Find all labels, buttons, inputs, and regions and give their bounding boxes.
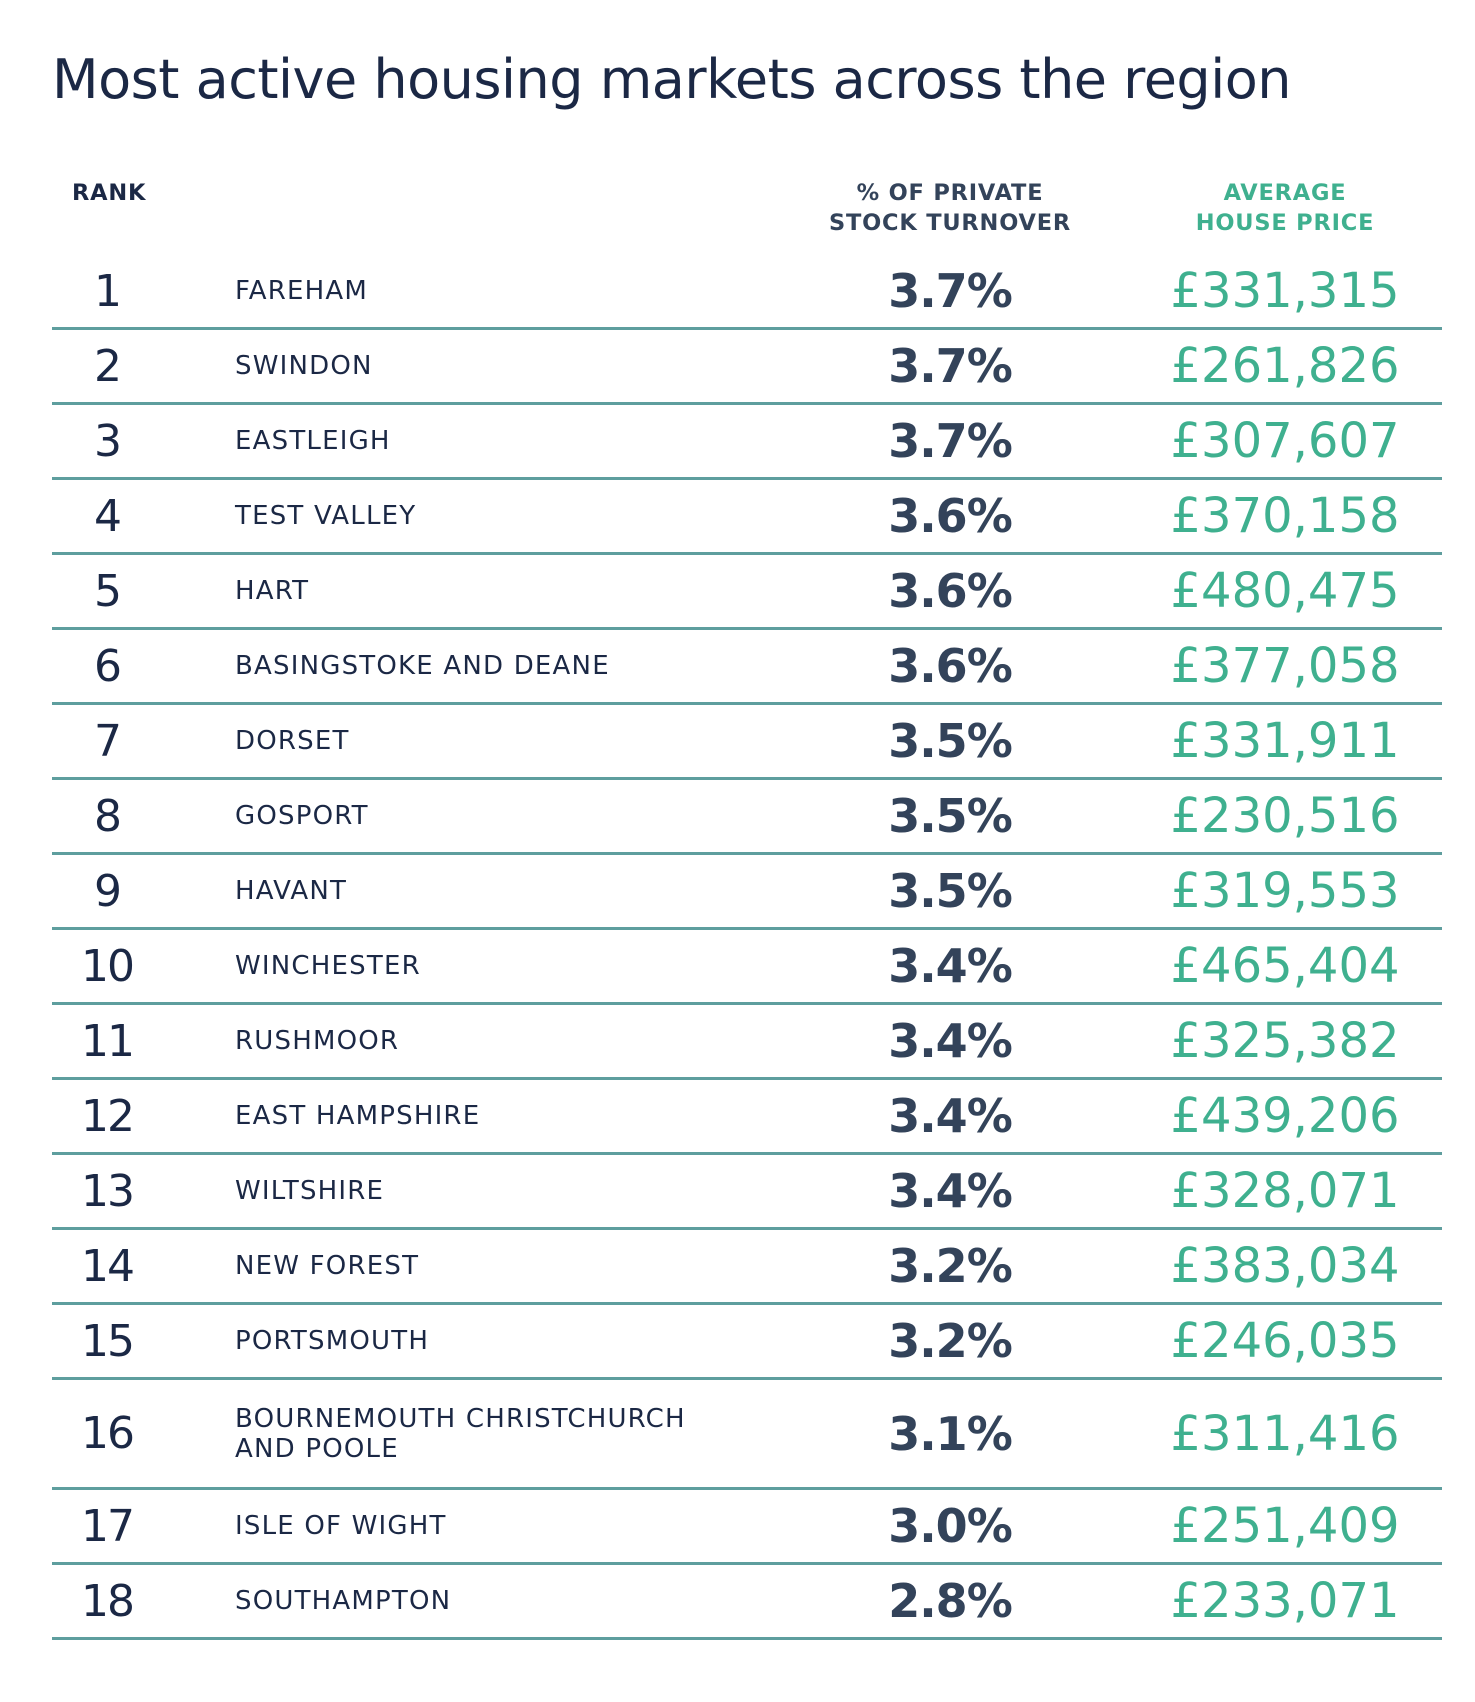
table-row: 16 BOURNEMOUTH CHRISTCHURCH AND POOLE 3.1%… [52,1380,1442,1490]
area-name-cell: FAREHAM [235,276,369,306]
turnover-cell: 3.7% [888,339,1013,393]
average-price-cell: £331,315 [1170,263,1400,319]
average-price-cell: £230,516 [1170,788,1400,844]
average-price-cell: £251,409 [1170,1498,1400,1554]
rankings-table: 1 FAREHAM 3.7% £331,315 2 SWINDON 3.7% £261,826… [52,255,1442,1640]
turnover-cell: 3.4% [888,939,1013,993]
rank-cell: 13 [81,1165,135,1217]
turnover-cell: 3.5% [888,864,1013,918]
area-name-cell: GOSPORT [235,801,369,831]
rank-cell: 10 [81,940,135,992]
average-price-cell: £246,035 [1170,1313,1400,1369]
rank-cell: 2 [94,340,122,392]
table-row: 11 RUSHMOOR 3.4% £325,382 [52,1005,1442,1080]
table-row: 14 NEW FOREST 3.2% £383,034 [52,1230,1442,1305]
table-row: 10 WINCHESTER 3.4% £465,404 [52,930,1442,1005]
area-name-cell: HAVANT [235,876,348,906]
area-name-cell: WILTSHIRE [235,1176,385,1206]
table-row: 4 TEST VALLEY 3.6% £370,158 [52,480,1442,555]
column-header-rank: RANK [72,180,147,206]
area-name-cell: HART [235,576,310,606]
column-header-price: AVERAGE HOUSE PRICE [1195,180,1375,236]
average-price-cell: £233,071 [1170,1573,1400,1629]
rank-cell: 7 [94,715,122,767]
average-price-cell: £370,158 [1170,488,1400,544]
average-price-cell: £331,911 [1170,713,1400,769]
rank-cell: 15 [81,1315,135,1367]
column-header-turnover: % OF PRIVATE STOCK TURNOVER [828,180,1072,236]
turnover-cell: 3.0% [888,1499,1013,1553]
table-row: 15 PORTSMOUTH 3.2% £246,035 [52,1305,1442,1380]
table-row: 3 EASTLEIGH 3.7% £307,607 [52,405,1442,480]
turnover-cell: 3.7% [888,264,1013,318]
area-name-cell: DORSET [235,726,350,756]
average-price-cell: £383,034 [1170,1238,1400,1294]
turnover-cell: 3.1% [888,1406,1013,1461]
area-name-cell: PORTSMOUTH [235,1326,430,1356]
rank-cell: 17 [81,1500,135,1552]
page-title: Most active housing markets across the r… [52,48,1291,111]
area-name-cell: NEW FOREST [235,1251,420,1281]
area-name-cell: RUSHMOOR [235,1026,400,1056]
table-row: 7 DORSET 3.5% £331,911 [52,705,1442,780]
rank-cell: 5 [94,565,122,617]
table-row: 17 ISLE OF WIGHT 3.0% £251,409 [52,1490,1442,1565]
turnover-cell: 3.5% [888,714,1013,768]
area-name-cell: BOURNEMOUTH CHRISTCHURCH AND POOLE [235,1403,686,1464]
rank-cell: 14 [81,1240,135,1292]
table-row: 13 WILTSHIRE 3.4% £328,071 [52,1155,1442,1230]
area-name-cell: SWINDON [235,351,373,381]
table-row: 2 SWINDON 3.7% £261,826 [52,330,1442,405]
area-name-cell: BASINGSTOKE AND DEANE [235,651,610,681]
rank-cell: 18 [81,1575,135,1627]
average-price-cell: £325,382 [1170,1013,1400,1069]
rank-cell: 1 [94,265,122,317]
turnover-cell: 2.8% [888,1574,1013,1628]
area-name-cell: WINCHESTER [235,951,421,981]
table-row: 9 HAVANT 3.5% £319,553 [52,855,1442,930]
average-price-cell: £439,206 [1170,1088,1400,1144]
table-row: 18 SOUTHAMPTON 2.8% £233,071 [52,1565,1442,1640]
area-name-cell: SOUTHAMPTON [235,1586,452,1616]
rank-cell: 12 [81,1090,135,1142]
turnover-cell: 3.2% [888,1314,1013,1368]
turnover-cell: 3.5% [888,789,1013,843]
table-row: 6 BASINGSTOKE AND DEANE 3.6% £377,058 [52,630,1442,705]
table-row: 8 GOSPORT 3.5% £230,516 [52,780,1442,855]
area-name-cell: EASTLEIGH [235,426,391,456]
rank-cell: 4 [94,490,122,542]
average-price-cell: £480,475 [1170,563,1400,619]
turnover-cell: 3.4% [888,1014,1013,1068]
average-price-cell: £465,404 [1170,938,1400,994]
average-price-cell: £319,553 [1170,863,1400,919]
turnover-cell: 3.2% [888,1239,1013,1293]
table-row: 12 EAST HAMPSHIRE 3.4% £439,206 [52,1080,1442,1155]
average-price-cell: £328,071 [1170,1163,1400,1219]
turnover-cell: 3.6% [888,564,1013,618]
area-name-cell: ISLE OF WIGHT [235,1511,447,1541]
table-row: 5 HART 3.6% £480,475 [52,555,1442,630]
rank-cell: 11 [81,1015,135,1067]
rank-cell: 6 [94,640,122,692]
average-price-cell: £311,416 [1170,1405,1400,1462]
area-name-cell: TEST VALLEY [235,501,417,531]
turnover-cell: 3.4% [888,1089,1013,1143]
turnover-cell: 3.6% [888,639,1013,693]
turnover-cell: 3.7% [888,414,1013,468]
rank-cell: 8 [94,790,122,842]
turnover-cell: 3.6% [888,489,1013,543]
rank-cell: 16 [81,1408,135,1459]
average-price-cell: £377,058 [1170,638,1400,694]
average-price-cell: £307,607 [1170,413,1400,469]
average-price-cell: £261,826 [1170,338,1400,394]
rank-cell: 9 [94,865,122,917]
rank-cell: 3 [94,415,122,467]
area-name-cell: EAST HAMPSHIRE [235,1101,481,1131]
turnover-cell: 3.4% [888,1164,1013,1218]
table-row: 1 FAREHAM 3.7% £331,315 [52,255,1442,330]
